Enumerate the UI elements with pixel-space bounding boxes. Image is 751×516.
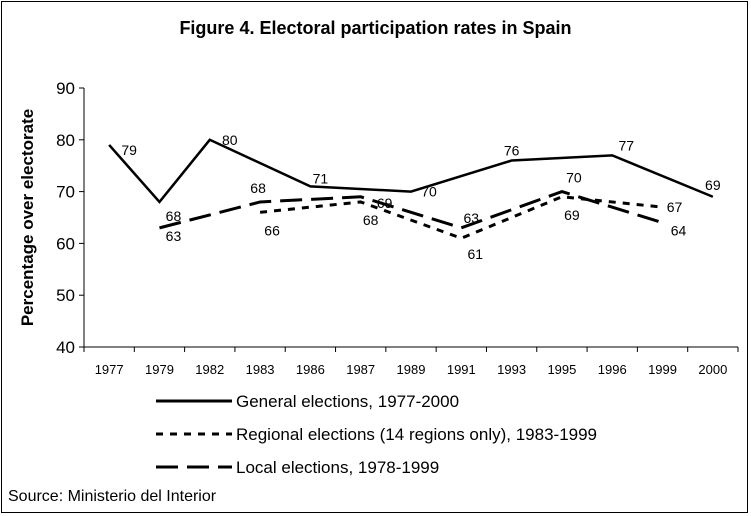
data-label: 80 [222, 132, 238, 148]
data-label: 71 [313, 170, 329, 186]
x-tick-label: 2000 [698, 362, 727, 377]
y-tick-label: 80 [56, 131, 75, 150]
legend-label: Local elections, 1978-1999 [236, 458, 439, 477]
x-tick-label: 1996 [598, 362, 627, 377]
data-label: 76 [504, 143, 520, 159]
data-label: 68 [166, 208, 182, 224]
data-label: 68 [250, 180, 266, 196]
data-label: 64 [671, 223, 687, 239]
x-tick-label: 1991 [447, 362, 476, 377]
data-label: 66 [264, 222, 280, 238]
data-label: 61 [468, 246, 484, 262]
data-label: 79 [121, 142, 137, 158]
y-tick-label: 90 [56, 79, 75, 98]
source-note: Source: Ministerio del Interior [8, 488, 217, 505]
y-ticks: 40 50 60 70 80 90 [56, 79, 84, 357]
x-tick-label: 1979 [145, 362, 174, 377]
x-tick-label: 1993 [497, 362, 526, 377]
y-tick-label: 60 [56, 234, 75, 253]
series-line-regional [259, 195, 663, 240]
x-tick-label: 1995 [547, 362, 576, 377]
x-tick-label: 1989 [397, 362, 426, 377]
y-tick-label: 40 [56, 338, 75, 357]
data-label: 67 [667, 199, 683, 215]
x-tick-label: 1986 [296, 362, 325, 377]
legend-label: Regional elections (14 regions only), 19… [236, 425, 597, 444]
y-axis-label: Percentage over electorate [18, 109, 37, 326]
data-label: 63 [166, 228, 182, 244]
data-label: 68 [363, 212, 379, 228]
x-tick-label: 1983 [246, 362, 275, 377]
data-label: 63 [464, 210, 480, 226]
y-tick-label: 70 [56, 183, 75, 202]
axes [83, 88, 738, 348]
x-tick-label: 1987 [346, 362, 375, 377]
x-tick-label: 1982 [195, 362, 224, 377]
data-label: 69 [705, 177, 721, 193]
y-tick-label: 50 [56, 286, 75, 305]
legend-label: General elections, 1977-2000 [236, 392, 459, 411]
x-tick-label: 1977 [95, 362, 124, 377]
chart-title: Figure 4. Electoral participation rates … [179, 18, 572, 38]
series-line-general [108, 138, 714, 204]
x-tick-label: 1999 [648, 362, 677, 377]
series-line-local [159, 190, 663, 230]
legend: General elections, 1977-2000 Regional ele… [156, 392, 597, 477]
data-label: 70 [566, 170, 582, 186]
data-label: 77 [618, 137, 634, 153]
data-label: 70 [421, 184, 437, 200]
data-label: 69 [377, 195, 393, 211]
data-label: 69 [564, 207, 580, 223]
x-ticks: 1977 1979 1982 1983 1986 1987 1989 1991 1993 1995… [83, 347, 739, 377]
